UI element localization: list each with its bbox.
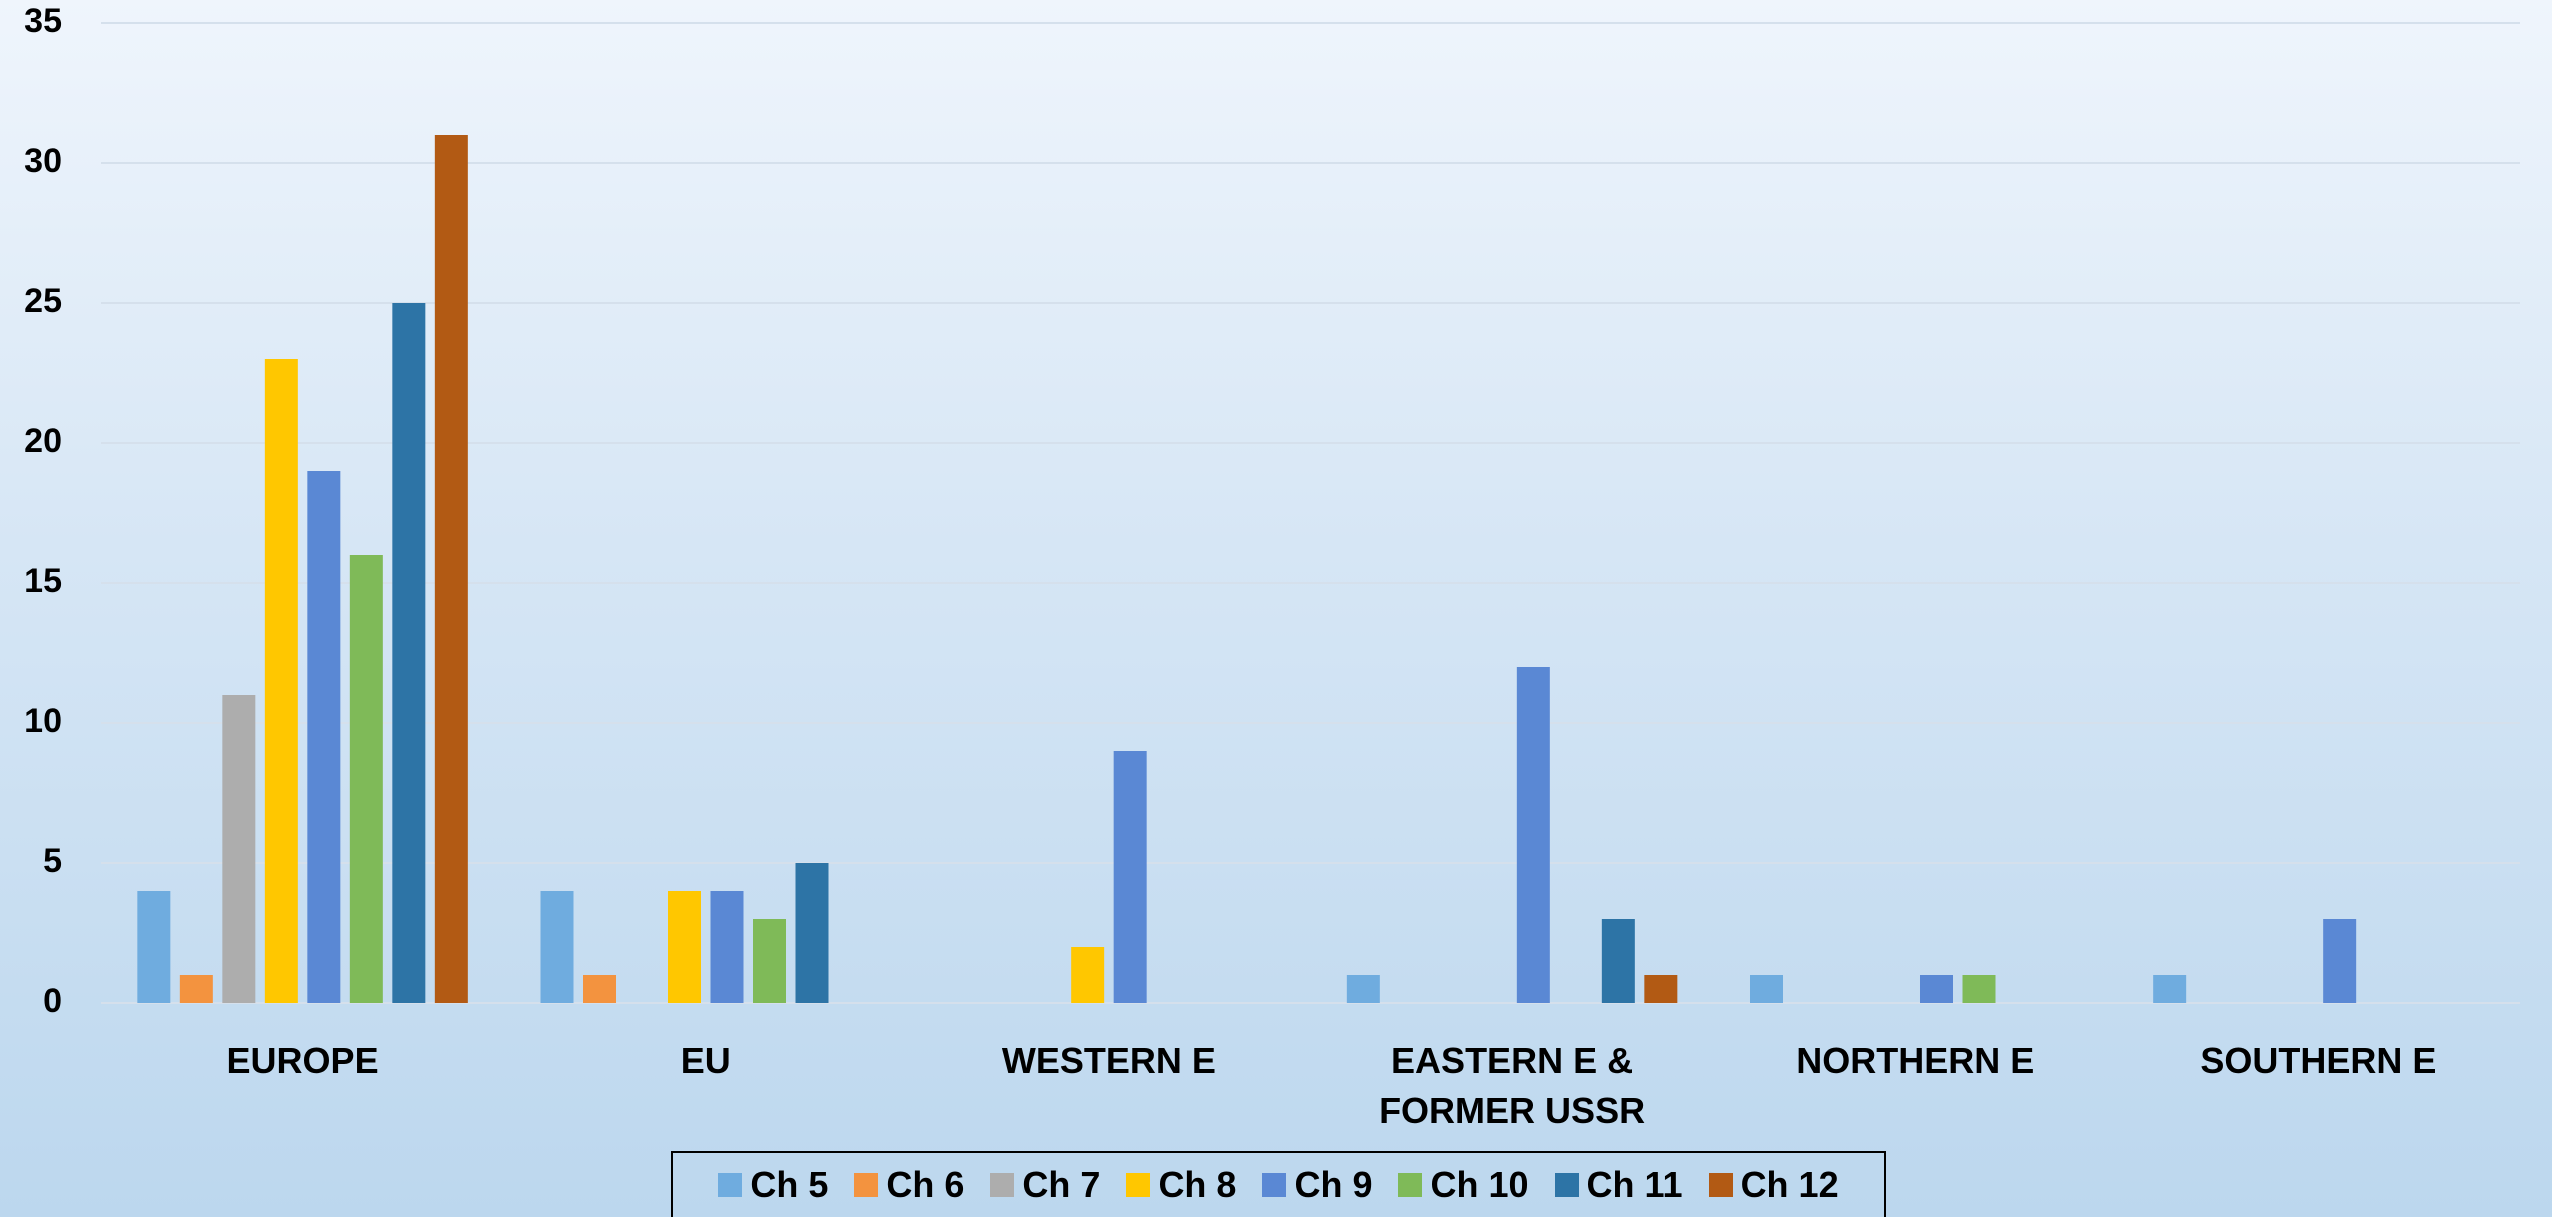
legend-label: Ch 7 (1022, 1164, 1101, 1205)
legend-item: Ch 9 (1262, 1164, 1372, 1206)
bar (795, 863, 829, 1003)
bar (1601, 919, 1635, 1003)
legend-swatch (990, 1173, 1015, 1197)
legend-item: Ch 6 (854, 1164, 964, 1206)
bar (137, 891, 171, 1003)
legend-item: Ch 8 (1126, 1164, 1236, 1206)
legend-item: Ch 11 (1554, 1164, 1683, 1206)
bar (583, 975, 616, 1003)
legend-swatch (1126, 1173, 1151, 1197)
legend-label: Ch 10 (1430, 1164, 1529, 1205)
bar (668, 891, 701, 1003)
legend-item: Ch 5 (718, 1164, 828, 1206)
bar (1920, 975, 1953, 1003)
bar (1644, 975, 1678, 1003)
legend-label: Ch 12 (1740, 1164, 1839, 1205)
bar (1962, 975, 1996, 1003)
bar (1750, 975, 1783, 1003)
legend-swatch (718, 1173, 743, 1197)
bar (222, 695, 256, 1003)
x-tick-label: EU (680, 1040, 731, 1081)
bar (179, 975, 213, 1003)
legend-label: Ch 6 (886, 1164, 965, 1205)
bar (2323, 919, 2357, 1003)
legend-label: Ch 5 (750, 1164, 829, 1205)
bar (753, 919, 786, 1003)
legend-label: Ch 8 (1158, 1164, 1237, 1205)
x-tick-label: EUROPE (226, 1040, 379, 1081)
x-tick-label: EASTERN E & FORMER USSR (1379, 1040, 1646, 1131)
legend-swatch (1708, 1173, 1733, 1197)
bar (349, 555, 383, 1003)
legend: Ch 5 Ch 6 Ch 7 Ch 8 Ch 9 Ch 10 Ch 11 Ch 12 (671, 1151, 1886, 1217)
y-tick-label: 35 (24, 2, 62, 40)
bar (434, 135, 468, 1003)
bar (1113, 751, 1147, 1003)
y-tick-label: 5 (43, 842, 62, 880)
legend-swatch (1554, 1173, 1579, 1197)
bar (710, 891, 744, 1003)
y-tick-label: 20 (24, 422, 62, 460)
y-tick-label: 15 (24, 562, 62, 600)
legend-item: Ch 12 (1708, 1164, 1839, 1206)
legend-swatch (1262, 1173, 1287, 1197)
legend-label: Ch 9 (1294, 1164, 1373, 1205)
y-tick-label: 0 (43, 982, 62, 1020)
bar (540, 891, 574, 1003)
legend-item: Ch 10 (1398, 1164, 1529, 1206)
x-tick-label: WESTERN E (1001, 1040, 1216, 1081)
x-tick-label: NORTHERN E (1796, 1040, 2035, 1081)
legend-swatch (1398, 1173, 1423, 1197)
bar (1071, 947, 1105, 1003)
x-tick-label: SOUTHERN E (2200, 1040, 2437, 1081)
y-tick-label: 25 (24, 282, 62, 320)
legend-label: Ch 11 (1586, 1164, 1683, 1205)
y-tick-label: 10 (24, 702, 62, 740)
legend-swatch (854, 1173, 879, 1197)
bar (264, 359, 298, 1003)
legend-item: Ch 7 (990, 1164, 1100, 1206)
bar (392, 303, 426, 1003)
bar (307, 471, 341, 1003)
bar (2153, 975, 2187, 1003)
bar (1516, 667, 1550, 1003)
bar (1346, 975, 1380, 1003)
y-tick-label: 30 (24, 142, 62, 180)
